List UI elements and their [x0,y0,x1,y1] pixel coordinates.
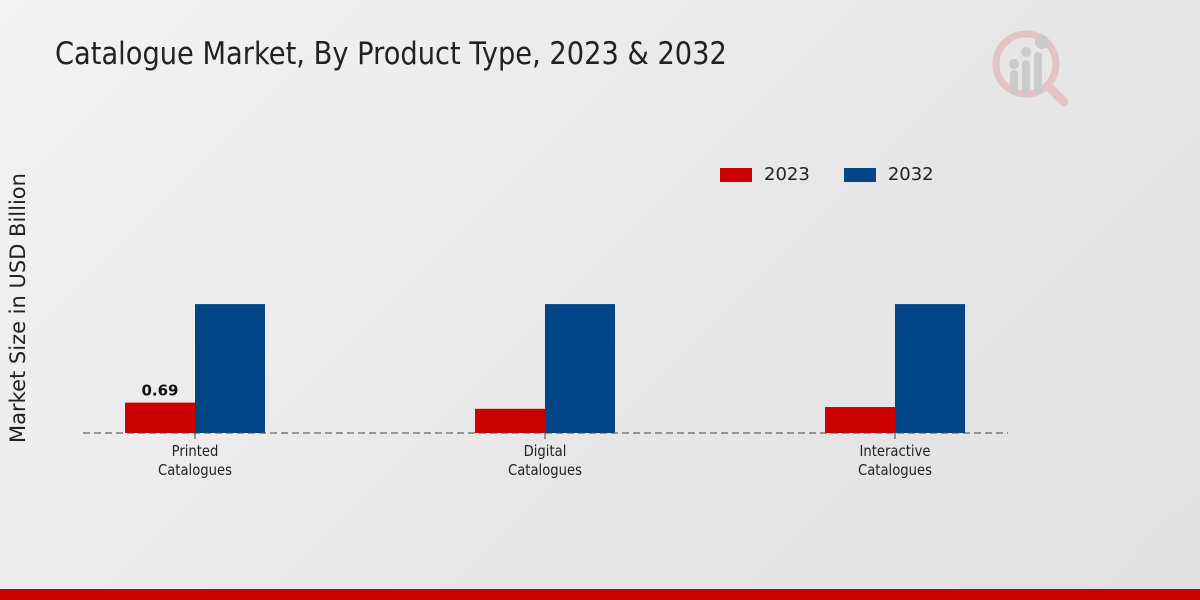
bar-2032-1 [545,304,615,433]
x-tick-label: Catalogues [858,462,932,479]
legend-swatch-2032 [843,167,876,182]
bar-2032-0 [195,304,265,433]
legend-label-2023: 2023 [764,164,810,185]
x-tick-label: Interactive [859,443,930,460]
brand-logo-icon [992,30,1069,107]
x-tick-label: Catalogues [508,462,582,479]
x-tick-label: Digital [524,443,567,460]
bar-2023-0 [125,402,195,433]
legend-item-2032: 2032 [843,164,934,185]
bar-2023-1 [475,408,545,433]
chart-title: Catalogue Market, By Product Type, 2023 … [55,36,727,72]
footer-bar [0,589,1200,600]
legend: 2023 2032 [720,164,934,185]
bar-2023-2 [825,407,895,433]
x-tick-label: Printed [172,443,219,460]
bar-2032-2 [895,304,965,433]
legend-item-2023: 2023 [720,164,810,185]
legend-swatch-2023 [720,167,752,182]
x-tick-label: Catalogues [158,462,232,479]
legend-label-2032: 2032 [887,164,934,185]
data-label: 0.69 [141,382,178,400]
